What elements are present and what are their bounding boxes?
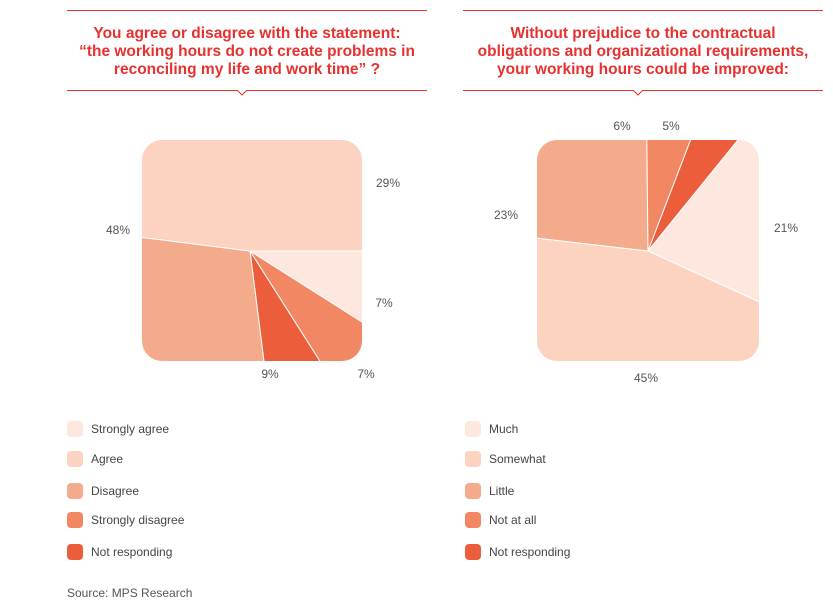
right-pct-label-not-at-all: 6%	[613, 119, 631, 133]
left-legend-label: Strongly agree	[91, 422, 170, 436]
left-legend-label: Disagree	[91, 484, 140, 498]
right-legend-label: Somewhat	[489, 452, 546, 466]
left-pie-slice-disagree	[142, 225, 276, 361]
left-chart-panel: You agree or disagree with the statement…	[67, 0, 427, 600]
left-legend-label: Agree	[91, 452, 124, 466]
right-legend-item: Not responding	[465, 543, 570, 561]
right-title-rule-bottom	[463, 90, 823, 91]
right-title-rule-top	[463, 10, 823, 11]
left-legend-item: Strongly agree	[67, 420, 169, 438]
left-pct-label-disagree: 29%	[375, 176, 401, 190]
right-legend-label: Much	[489, 422, 519, 436]
left-pie-slice-agree	[142, 140, 362, 252]
right-pie-slice-not-at-all	[645, 140, 721, 252]
right-pie-slice-somewhat	[537, 227, 759, 361]
right-legend-label: Little	[489, 484, 515, 498]
right-chart-title: Without prejudice to the contractual obl…	[463, 10, 823, 79]
right-legend-swatch	[465, 512, 481, 528]
right-legend-swatch	[465, 483, 481, 499]
right-pct-label-much: 21%	[773, 221, 799, 235]
right-legend-label: Not responding	[489, 545, 571, 559]
right-title-line-1: Without prejudice to the contractual	[510, 25, 776, 42]
left-pct-label-strongly-disagree: 7%	[375, 296, 393, 310]
left-legend-item: Disagree	[67, 482, 139, 500]
left-title-caret-icon	[237, 90, 247, 96]
right-title-caret-icon	[633, 90, 643, 96]
right-legend-swatch	[465, 451, 481, 467]
left-pie-slice-not-responding	[249, 250, 358, 361]
right-pie-slice-much	[647, 140, 759, 335]
right-legend-item: Little	[465, 482, 514, 500]
right-legend-item: Much	[465, 420, 518, 438]
right-legend-label: Not at all	[489, 513, 537, 527]
left-legend-swatch	[67, 421, 83, 437]
left-legend-swatch	[67, 512, 83, 528]
right-chart-panel: Without prejudice to the contractual obl…	[463, 0, 823, 600]
right-pct-label-somewhat: 45%	[633, 371, 659, 385]
left-title-rule-bottom	[67, 90, 427, 91]
left-legend-item: Agree	[67, 450, 123, 468]
left-legend-swatch	[67, 544, 83, 560]
right-title-line-3: your working hours could be improved:	[497, 61, 789, 78]
right-legend-item: Not at all	[465, 511, 536, 529]
left-chart-header: You agree or disagree with the statement…	[67, 10, 427, 96]
left-title-line-2: “the working hours do not create problem…	[79, 43, 415, 60]
source-note: Source: MPS Research	[67, 586, 193, 600]
left-pct-label-strongly-agree: 9%	[261, 367, 279, 381]
left-pct-label-not-responding: 7%	[357, 367, 375, 381]
right-pie-slice-little	[537, 140, 649, 252]
right-legend-item: Somewhat	[465, 450, 546, 468]
right-chart-header: Without prejudice to the contractual obl…	[463, 10, 823, 96]
left-legend-label: Strongly disagree	[91, 513, 185, 527]
left-title-line-1: You agree or disagree with the statement…	[93, 25, 401, 42]
left-pct-label-agree: 48%	[105, 223, 131, 237]
left-chart-title: You agree or disagree with the statement…	[67, 10, 427, 79]
right-legend-swatch	[465, 421, 481, 437]
left-pie-slice-strongly-disagree	[249, 250, 362, 361]
right-pie-slice-not-responding	[647, 140, 759, 252]
right-legend-swatch	[465, 544, 481, 560]
left-title-line-3: reconciling my life and work time” ?	[113, 61, 381, 78]
left-legend-item: Strongly disagree	[67, 511, 184, 529]
right-title-line-2: obligations and organizational requireme…	[477, 43, 809, 60]
left-legend-swatch	[67, 483, 83, 499]
left-legend-swatch	[67, 451, 83, 467]
right-pct-label-not-responding: 5%	[662, 119, 680, 133]
left-legend-item: Not responding	[67, 543, 172, 561]
left-legend-label: Not responding	[91, 545, 173, 559]
left-title-rule-top	[67, 10, 427, 11]
right-pct-label-little: 23%	[493, 208, 519, 222]
left-pie-slice-strongly-agree	[248, 250, 362, 359]
